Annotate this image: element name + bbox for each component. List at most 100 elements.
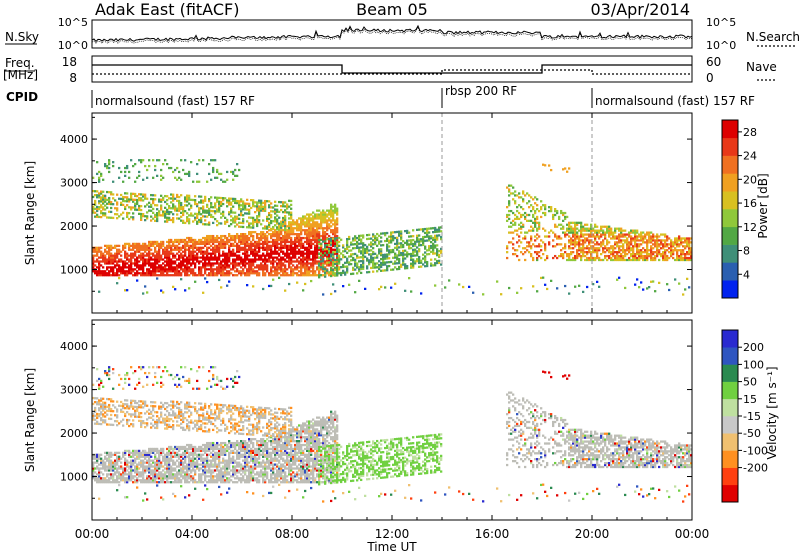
power-cell: [588, 247, 591, 250]
power-cell: [334, 252, 337, 255]
power-cell: [608, 249, 611, 252]
power-cell: [600, 253, 603, 256]
power-cell: [158, 254, 161, 257]
power-cell: [332, 231, 335, 234]
power-cell: [232, 172, 235, 176]
power-cell: [656, 251, 659, 254]
power-cell: [150, 240, 153, 244]
power-cell: [172, 207, 175, 210]
power-cell: [276, 234, 279, 238]
power-cell: [612, 237, 615, 240]
power-cell: [250, 268, 253, 271]
power-cell: [284, 264, 287, 267]
power-cell: [144, 219, 147, 222]
power-cell: [186, 266, 189, 269]
power-cell: [106, 246, 109, 249]
freq-label-2: [MHz]: [3, 68, 38, 82]
power-cell: [190, 270, 193, 273]
power-cell: [266, 244, 269, 247]
power-cell: [618, 258, 621, 262]
power-cell: [570, 258, 573, 262]
power-cell: [610, 233, 613, 236]
power-cell: [284, 231, 287, 234]
power-cell: [588, 227, 591, 230]
power-cell: [152, 244, 155, 247]
power-cell: [640, 251, 643, 254]
power-cell: [290, 268, 293, 271]
power-cell: [402, 261, 405, 264]
power-cell: [322, 265, 325, 269]
power-cell: [512, 243, 515, 246]
power-cell: [334, 234, 337, 238]
power-cell: [200, 250, 203, 253]
power-cell: [382, 232, 385, 235]
power-cell: [222, 252, 225, 255]
power-cell: [152, 242, 155, 246]
power-cell: [310, 274, 313, 277]
power-cell: [564, 217, 567, 221]
power-cell: [204, 258, 207, 261]
power-cell: [334, 223, 337, 226]
power-cell: [164, 194, 167, 198]
power-cell: [584, 251, 587, 254]
power-cell: [638, 251, 641, 254]
power-cell: [158, 264, 161, 267]
power-cell: [286, 252, 289, 255]
power-cell: [150, 264, 153, 267]
velocity-cell: [96, 368, 99, 371]
power-cell: [182, 258, 185, 261]
power-cell: [568, 227, 571, 230]
power-cell: [136, 258, 139, 261]
power-cell: [394, 260, 397, 263]
power-cell: [666, 283, 669, 286]
power-cell: [208, 213, 211, 216]
power-cell: [126, 211, 129, 215]
power-cell: [300, 246, 303, 249]
power-cell: [104, 272, 107, 275]
power-cell: [524, 251, 527, 254]
power-cell: [520, 206, 523, 209]
power-cell: [326, 247, 329, 251]
power-cell: [536, 253, 539, 256]
power-cell: [618, 276, 621, 279]
power-cell: [428, 237, 431, 240]
power-cell: [602, 249, 605, 252]
power-cell: [196, 212, 199, 216]
power-cell: [526, 231, 529, 234]
power-cell: [102, 200, 105, 203]
power-cell: [230, 244, 233, 247]
power-cell: [418, 255, 421, 259]
power-cell: [306, 250, 309, 253]
velocity-cell: [98, 467, 101, 470]
velocity-cell: [116, 416, 119, 419]
power-cell: [680, 256, 683, 260]
velocity-cell: [116, 424, 119, 427]
power-cell: [114, 252, 117, 255]
power-cell: [644, 249, 647, 252]
power-cell: [536, 208, 539, 211]
power-cell: [676, 254, 679, 258]
power-cell: [296, 258, 299, 261]
power-cell: [328, 234, 331, 238]
power-cell: [508, 217, 511, 221]
power-cell: [224, 266, 227, 269]
power-cell: [244, 246, 247, 249]
power-cell: [128, 254, 131, 257]
power-cell: [94, 203, 97, 207]
power-cell: [266, 254, 269, 257]
power-cell: [324, 231, 327, 234]
power-cell: [172, 195, 175, 198]
power-cell: [184, 221, 187, 225]
power-cell: [156, 250, 159, 253]
power-cell: [214, 262, 217, 265]
power-cell: [302, 221, 305, 224]
power-cell: [160, 240, 163, 244]
power-cell: [186, 264, 189, 267]
power-cell: [548, 243, 551, 246]
power-cell: [422, 228, 425, 231]
power-cell: [620, 241, 623, 244]
power-cell: [424, 239, 427, 242]
power-cell: [532, 256, 535, 260]
power-cell: [240, 274, 243, 277]
power-cell: [626, 258, 629, 262]
